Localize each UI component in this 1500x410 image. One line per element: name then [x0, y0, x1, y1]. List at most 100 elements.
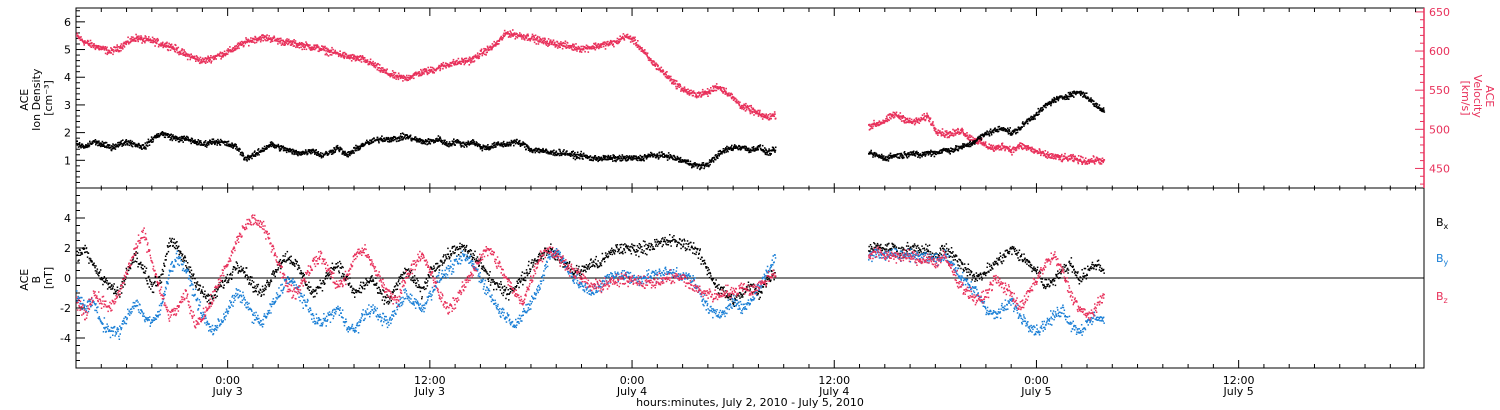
velocity-point [889, 116, 891, 119]
density-point [717, 157, 719, 159]
velocity-point [598, 45, 600, 48]
density-point [698, 163, 700, 166]
velocity-point [560, 43, 562, 45]
velocity-point [645, 51, 647, 54]
velocity-point [937, 134, 939, 136]
velocity-point [1001, 144, 1003, 146]
density-point [510, 139, 513, 142]
velocity-point [726, 93, 728, 95]
velocity-point [592, 47, 594, 50]
velocity-point [513, 34, 515, 36]
density-point [576, 156, 579, 158]
density-point [684, 159, 686, 161]
density-point [440, 140, 442, 142]
velocity-point [954, 134, 957, 136]
velocity-point [950, 134, 952, 137]
x-tick-label-date: July 5 [1020, 385, 1051, 398]
density-point [485, 147, 488, 149]
density-point [84, 146, 86, 149]
velocity-point [150, 41, 153, 43]
velocity-point [1056, 155, 1059, 157]
density-point [642, 157, 645, 160]
velocity-point [459, 61, 462, 63]
density-point [763, 150, 766, 152]
velocity-point [695, 93, 697, 96]
velocity-point [500, 35, 502, 38]
density-point [410, 138, 412, 140]
density-point [399, 139, 401, 141]
velocity-point [456, 59, 458, 62]
density-point [305, 150, 307, 153]
velocity-point [970, 139, 972, 141]
density-point [752, 146, 755, 148]
velocity-point [744, 107, 746, 109]
density-point [693, 165, 695, 168]
density-point [351, 152, 353, 154]
velocity-point [610, 42, 613, 45]
velocity-point [915, 117, 918, 119]
density-point [496, 142, 498, 144]
density-point [95, 143, 97, 146]
density-point [328, 153, 330, 155]
velocity-point [542, 42, 545, 45]
density-point [359, 146, 362, 149]
density-point [173, 136, 176, 138]
velocity-point [123, 45, 125, 47]
velocity-point [208, 60, 211, 63]
velocity-point [282, 40, 285, 43]
density-point [226, 143, 228, 145]
density-point [487, 146, 490, 148]
velocity-point [401, 77, 404, 79]
density-point [225, 144, 228, 147]
velocity-point [677, 85, 679, 88]
velocity-point [575, 43, 577, 45]
velocity-point [586, 45, 589, 47]
density-point [634, 157, 637, 160]
density-point [153, 135, 156, 138]
velocity-point [541, 41, 544, 44]
velocity-point [371, 62, 374, 65]
velocity-point [637, 44, 640, 47]
velocity-point [157, 45, 160, 48]
velocity-point [989, 146, 991, 149]
density-point [185, 137, 188, 140]
density-point [588, 159, 591, 161]
velocity-point [964, 133, 967, 135]
velocity-point [945, 131, 948, 134]
density-point [486, 146, 489, 149]
velocity-point [181, 48, 184, 51]
density-point [708, 159, 711, 161]
density-point [614, 157, 616, 160]
density-point [449, 144, 452, 147]
density-point [621, 154, 624, 156]
density-point [265, 146, 268, 149]
velocity-point [96, 45, 98, 48]
velocity-point [460, 60, 463, 63]
density-point [753, 147, 755, 150]
velocity-point [952, 128, 954, 131]
velocity-point [1003, 146, 1006, 149]
density-point [541, 151, 544, 153]
density-point [155, 134, 158, 137]
velocity-point [715, 89, 718, 92]
velocity-point [1040, 154, 1042, 157]
velocity-point [395, 78, 397, 80]
velocity-point [491, 43, 494, 45]
velocity-point [472, 56, 474, 58]
density-point [150, 136, 153, 138]
density-point [176, 136, 178, 138]
density-point [278, 146, 280, 148]
density-point [612, 155, 615, 158]
density-point [641, 156, 644, 158]
density-point [130, 145, 133, 147]
velocity-point [681, 89, 684, 92]
velocity-point [227, 48, 229, 50]
density-point [260, 150, 263, 153]
density-point [663, 153, 665, 155]
velocity-point [314, 44, 316, 47]
velocity-point [997, 144, 1000, 147]
density-point [192, 139, 195, 142]
velocity-point [672, 78, 674, 81]
velocity-point [574, 46, 577, 49]
velocity-point [342, 51, 344, 54]
